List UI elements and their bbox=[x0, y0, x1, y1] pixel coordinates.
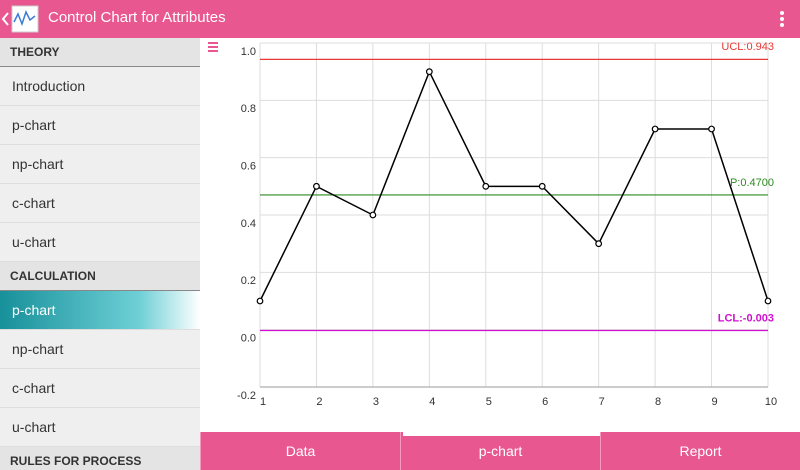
tab[interactable]: Data bbox=[200, 432, 400, 470]
menu-item[interactable]: u-chart bbox=[0, 223, 200, 262]
y-tick-label: 0.0 bbox=[241, 333, 256, 345]
menu-item[interactable]: c-chart bbox=[0, 369, 200, 408]
x-tick-label: 8 bbox=[655, 396, 661, 408]
chart: -0.2 0.0 0.2 0.4 0.6 0.8 1.0 1 2 3 4 5 6 7 8 9 10 UCL:0.9… bbox=[208, 41, 777, 408]
x-tick-label: 4 bbox=[429, 396, 435, 408]
section-header: THEORY bbox=[0, 38, 200, 67]
menu-item[interactable]: np-chart bbox=[0, 145, 200, 184]
data-point bbox=[764, 297, 772, 305]
menu-item[interactable]: u-chart bbox=[0, 408, 200, 447]
y-tick-label: 0.6 bbox=[241, 161, 256, 173]
data-point bbox=[595, 240, 603, 248]
nav-icons[interactable] bbox=[0, 0, 44, 38]
x-tick-label: 3 bbox=[373, 396, 379, 408]
tab[interactable]: Report bbox=[600, 432, 800, 470]
menu-item[interactable]: Introduction bbox=[0, 67, 200, 106]
menu-item[interactable]: p-chart bbox=[0, 106, 200, 145]
x-tick-label: 10 bbox=[765, 396, 777, 408]
tab[interactable]: p-chart bbox=[400, 432, 600, 470]
data-point bbox=[538, 182, 546, 190]
y-tick-label: 1.0 bbox=[241, 46, 256, 58]
y-tick-label: 0.4 bbox=[241, 218, 256, 230]
data-point bbox=[425, 68, 433, 76]
control-label: LCL:-0.003 bbox=[718, 312, 774, 324]
data-line bbox=[259, 69, 769, 302]
menu-item[interactable]: c-chart bbox=[0, 184, 200, 223]
data-point bbox=[651, 125, 659, 133]
section-header: RULES FOR PROCESS CONTROL bbox=[0, 447, 200, 470]
x-tick-label: 5 bbox=[486, 396, 492, 408]
data-point bbox=[256, 297, 264, 305]
x-tick-label: 1 bbox=[260, 396, 266, 408]
data-point bbox=[369, 211, 377, 219]
menu-icon[interactable] bbox=[208, 42, 218, 52]
menu-item[interactable]: p-chart bbox=[0, 291, 200, 330]
y-tick-label: -0.2 bbox=[237, 390, 256, 402]
sidebar: THEORY Introduction p-chart np-chart c-chart… bbox=[0, 38, 200, 470]
app-bar: Control Chart for Attributes bbox=[0, 0, 800, 38]
data-point bbox=[482, 182, 490, 190]
control-label: UCL:0.943 bbox=[721, 41, 774, 53]
control-label: P:0.4700 bbox=[730, 177, 774, 189]
x-tick-label: 9 bbox=[711, 396, 717, 408]
y-tick-label: 0.2 bbox=[241, 275, 256, 287]
app-title: Control Chart for Attributes bbox=[48, 9, 226, 26]
data-point bbox=[313, 182, 320, 190]
overflow-menu[interactable] bbox=[778, 9, 788, 29]
y-tick-label: 0.8 bbox=[241, 103, 256, 115]
tab-bar: Data p-chart Report bbox=[200, 432, 800, 470]
section-header: CALCULATION bbox=[0, 262, 200, 291]
x-tick-label: 2 bbox=[316, 396, 322, 408]
x-tick-label: 7 bbox=[599, 396, 605, 408]
x-tick-label: 6 bbox=[542, 396, 548, 408]
menu-item[interactable]: np-chart bbox=[0, 330, 200, 369]
data-point bbox=[708, 125, 715, 133]
